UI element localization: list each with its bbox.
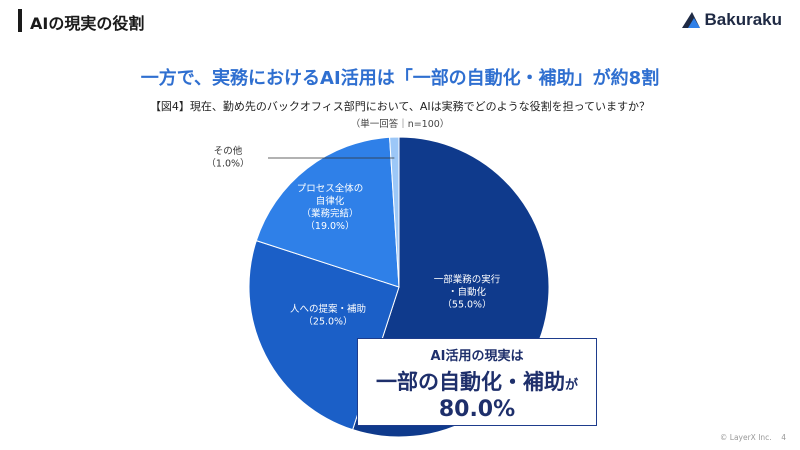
slice-label: 人への提案・補助 — [290, 303, 366, 315]
slice-label: プロセス全体の — [297, 182, 364, 194]
pie-slice — [389, 136, 400, 288]
callout-line2: 一部の自動化・補助が — [358, 366, 596, 396]
slide-title: AIの現実の役割 — [30, 14, 145, 33]
slice-label: （25.0%） — [303, 315, 352, 327]
callout-percentage: 80.0% — [438, 397, 516, 422]
sample-note: （単一回答｜n=100） — [350, 119, 450, 130]
header-accent-bar — [18, 9, 22, 32]
footer: © LayerX Inc. 4 — [720, 433, 786, 442]
bakuraku-logo-icon — [681, 12, 700, 28]
callout-highlight: 一部の自動化・補助 — [375, 370, 565, 394]
survey-question: 【図4】現在、勤め先のバックオフィス部門において、AIは実務でどのような役割を担… — [149, 100, 651, 113]
logo-text: Bakuraku — [704, 10, 782, 29]
slice-label: 自律化 — [316, 195, 345, 207]
bakuraku-logo: Bakuraku — [681, 10, 782, 30]
slice-label: （1.0%） — [206, 157, 249, 169]
callout-line1: AI活用の現実は — [430, 349, 524, 364]
slice-label: （19.0%） — [305, 220, 354, 232]
pie-slice — [255, 136, 400, 288]
slice-label: （55.0%） — [442, 299, 491, 311]
slice-label: その他 — [214, 145, 243, 157]
page-number: 4 — [781, 433, 786, 442]
slice-label: ・自動化 — [448, 286, 487, 298]
callout-suffix: が — [564, 378, 578, 393]
slice-label: 一部業務の実行 — [434, 274, 501, 286]
copyright: © LayerX Inc. — [719, 433, 772, 442]
summary-callout: AI活用の現実は 一部の自動化・補助が 80.0% — [357, 338, 597, 426]
slice-label: （業務完結） — [301, 207, 358, 219]
headline: 一方で、実務におけるAI活用は「一部の自動化・補助」が約8割 — [140, 68, 660, 89]
